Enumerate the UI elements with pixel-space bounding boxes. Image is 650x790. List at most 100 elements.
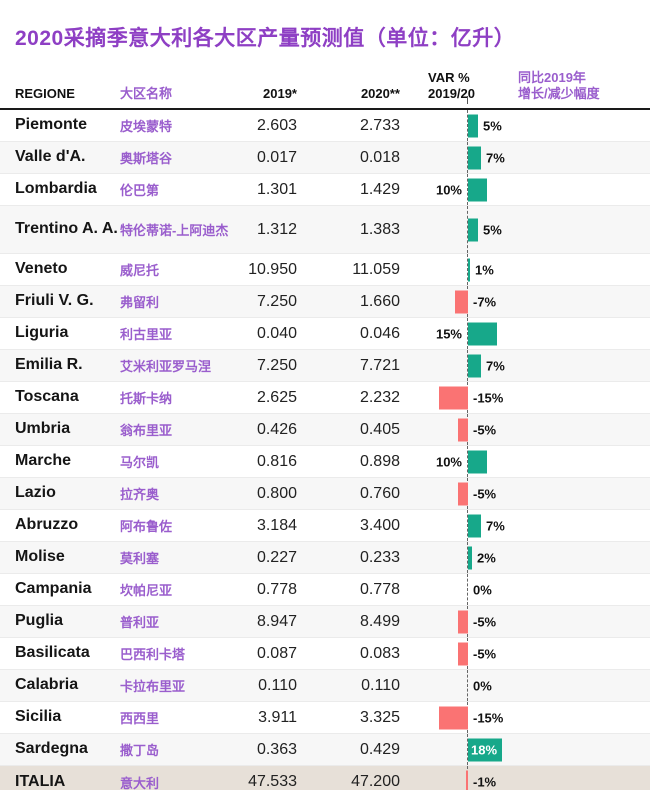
region-name-cn: 艾米利亚罗马涅 [120, 359, 212, 374]
region-name-cn: 意大利 [120, 775, 160, 790]
negative-bar [439, 706, 468, 729]
region-name-cn: 西西里 [120, 711, 160, 726]
region-name-cn: 奥斯塔谷 [120, 151, 173, 166]
region-name: Molise [15, 548, 65, 566]
positive-bar [468, 546, 472, 569]
table-header: REGIONE 大区名称 2019* 2020** VAR % 2019/20 … [0, 64, 650, 110]
value-2019: 2.603 [256, 116, 297, 134]
value-2019: 0.110 [258, 676, 297, 694]
region-name-cn: 坎帕尼亚 [120, 583, 173, 598]
header-compare-2019: 同比2019年 增长/减少幅度 [518, 69, 600, 101]
var-percent-label: 18% [471, 742, 498, 757]
var-percent-label: -7% [473, 294, 497, 309]
value-2019: 8.947 [256, 612, 297, 630]
value-2020: 0.110 [361, 676, 400, 694]
var-percent-label: 15% [435, 326, 462, 341]
variation-bar-cell: 7% [400, 510, 650, 541]
variation-bar-cell: 1% [400, 254, 650, 285]
table-row: Liguria 利古里亚 0.040 0.046 15% [0, 318, 650, 350]
region-name-cn: 马尔凯 [120, 455, 160, 470]
baseline-tick [467, 96, 468, 104]
value-2019: 0.087 [256, 644, 297, 662]
positive-bar [468, 322, 497, 345]
table-row: Lombardia 伦巴第 1.301 1.429 10% [0, 174, 650, 206]
var-percent-label: -5% [473, 646, 497, 661]
value-2020: 3.400 [359, 516, 400, 534]
region-name-cn: 弗留利 [120, 295, 160, 310]
variation-bar-cell: 5% [400, 206, 650, 253]
value-2019: 7.250 [256, 292, 297, 310]
region-name-cn: 莫利塞 [120, 551, 160, 566]
value-2020: 0.760 [359, 484, 400, 502]
negative-bar [458, 418, 468, 441]
table-row: Calabria 卡拉布里亚 0.110 0.110 0% [0, 670, 650, 702]
variation-bar-cell: -15% [400, 702, 650, 733]
table-row: Puglia 普利亚 8.947 8.499 -5% [0, 606, 650, 638]
value-2019: 3.184 [256, 516, 297, 534]
var-percent-label: 10% [435, 182, 462, 197]
value-2019: 3.911 [258, 708, 297, 726]
positive-bar [468, 514, 481, 537]
var-percent-label: 0% [473, 582, 492, 597]
region-name: Calabria [15, 676, 79, 694]
positive-bar [468, 258, 470, 281]
variation-bar-cell: -7% [400, 286, 650, 317]
value-2019: 0.363 [256, 740, 297, 758]
region-name-cn: 威尼托 [120, 263, 160, 278]
value-2019: 0.778 [256, 580, 297, 598]
var-percent-label: 10% [435, 454, 462, 469]
table-body: Piemonte 皮埃蒙特 2.603 2.733 5% Valle d'A. … [0, 110, 650, 790]
var-percent-label: -5% [473, 422, 497, 437]
region-name: Valle d'A. [15, 148, 86, 166]
value-2019: 7.250 [256, 356, 297, 374]
variation-bar-cell: 15% [400, 318, 650, 349]
region-name: Piemonte [15, 116, 88, 134]
table-row: Friuli V. G. 弗留利 7.250 1.660 -7% [0, 286, 650, 318]
value-2020: 0.429 [359, 740, 400, 758]
variation-bar-cell: 0% [400, 574, 650, 605]
value-2020: 2.232 [359, 388, 400, 406]
region-name: Friuli V. G. [15, 292, 94, 310]
region-name-cn: 巴西利卡塔 [120, 647, 186, 662]
header-2020: 2020** [360, 85, 400, 101]
region-name-cn: 卡拉布里亚 [120, 679, 186, 694]
negative-bar [458, 482, 468, 505]
table-row: Lazio 拉齐奥 0.800 0.760 -5% [0, 478, 650, 510]
header-regione: REGIONE [15, 85, 75, 101]
var-percent-label: 7% [486, 150, 505, 165]
region-name-cn: 普利亚 [120, 615, 160, 630]
region-name: Abruzzo [15, 516, 79, 534]
value-2020: 0.405 [359, 420, 400, 438]
value-2020: 0.778 [359, 580, 400, 598]
variation-bar-cell: -5% [400, 638, 650, 669]
header-var-pct: VAR % 2019/20 [428, 69, 475, 101]
table-row: Emilia R. 艾米利亚罗马涅 7.250 7.721 7% [0, 350, 650, 382]
positive-bar [468, 450, 487, 473]
region-name-cn: 皮埃蒙特 [120, 119, 173, 134]
value-2019: 47.533 [248, 773, 297, 790]
region-name: Toscana [15, 388, 79, 406]
var-percent-label: 2% [477, 550, 496, 565]
variation-bar-cell: 18% [400, 734, 650, 765]
table-row: Toscana 托斯卡纳 2.625 2.232 -15% [0, 382, 650, 414]
region-name: Sardegna [15, 740, 88, 758]
value-2020: 47.200 [351, 773, 400, 790]
region-name: Puglia [15, 612, 64, 630]
variation-bar-cell: -5% [400, 606, 650, 637]
region-name-cn: 阿布鲁佐 [120, 519, 173, 534]
region-name: Liguria [15, 324, 69, 342]
value-2019: 2.625 [256, 388, 297, 406]
value-2019: 0.800 [256, 484, 297, 502]
table-row: Sardegna 撒丁岛 0.363 0.429 18% [0, 734, 650, 766]
negative-bar [439, 386, 468, 409]
table-row: Marche 马尔凯 0.816 0.898 10% [0, 446, 650, 478]
region-name: Lombardia [15, 180, 97, 198]
variation-bar-cell: -5% [400, 478, 650, 509]
table-row: Umbria 翁布里亚 0.426 0.405 -5% [0, 414, 650, 446]
region-name-cn: 拉齐奥 [120, 487, 160, 502]
region-name: Basilicata [15, 644, 90, 662]
region-name-cn: 撒丁岛 [120, 743, 160, 758]
var-percent-label: 1% [475, 262, 494, 277]
table-row: Basilicata 巴西利卡塔 0.087 0.083 -5% [0, 638, 650, 670]
value-2019: 0.816 [256, 452, 297, 470]
